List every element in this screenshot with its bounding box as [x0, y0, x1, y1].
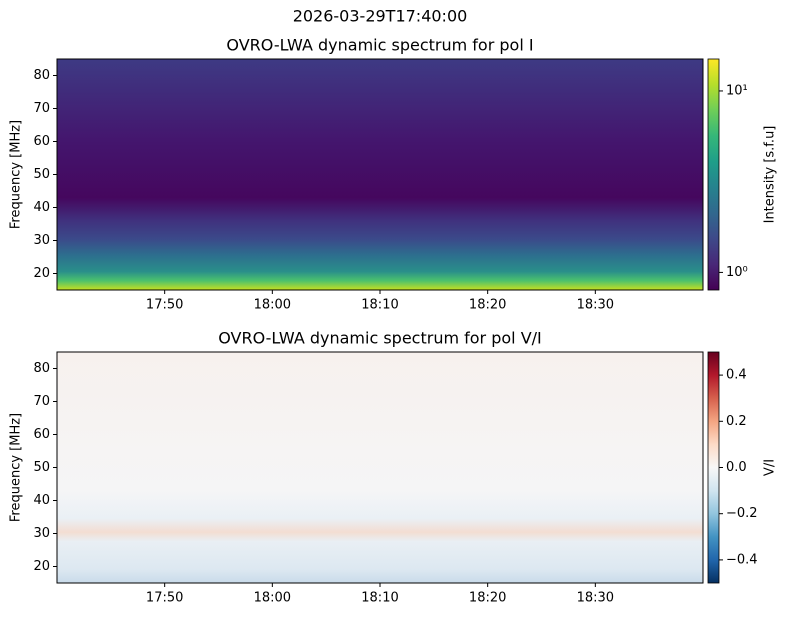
y-tick-label: 30 — [33, 526, 50, 541]
y-tick-label: 50 — [33, 460, 50, 475]
x-tick-label: 18:10 — [361, 591, 398, 606]
figure-title: 2026-03-29T17:40:00 — [293, 7, 468, 26]
y-axis-label: Frequency [MHz] — [9, 413, 24, 522]
y-tick-label: 80 — [33, 68, 50, 83]
x-tick-label: 18:30 — [577, 298, 614, 313]
x-tick-label: 18:30 — [577, 591, 614, 606]
y-tick-label: 70 — [33, 394, 50, 409]
x-tick-label: 17:50 — [146, 591, 183, 606]
heatmap-image — [57, 352, 703, 583]
plot-title: OVRO-LWA dynamic spectrum for pol V/I — [218, 329, 542, 348]
heatmap-image — [57, 59, 703, 290]
y-tick-label: 60 — [33, 427, 50, 442]
x-tick-label: 18:00 — [254, 591, 291, 606]
colorbar-tick-label: −0.2 — [726, 506, 758, 521]
x-tick-label: 17:50 — [146, 298, 183, 313]
y-tick-label: 70 — [33, 101, 50, 116]
y-tick-label: 40 — [33, 493, 50, 508]
plot-title: OVRO-LWA dynamic spectrum for pol I — [226, 36, 533, 55]
y-tick-label: 40 — [33, 200, 50, 215]
x-tick-label: 18:20 — [469, 591, 506, 606]
colorbar-tick-label: 0.4 — [726, 368, 747, 383]
y-tick-label: 20 — [33, 559, 50, 574]
colorbar — [707, 58, 720, 291]
x-tick-label: 18:20 — [469, 298, 506, 313]
y-tick-label: 80 — [33, 361, 50, 376]
colorbar-tick-label: 10¹ — [726, 83, 748, 98]
colorbar — [707, 351, 720, 584]
y-tick-label: 60 — [33, 134, 50, 149]
y-tick-label: 50 — [33, 167, 50, 182]
x-tick-label: 18:10 — [361, 298, 398, 313]
y-tick-label: 30 — [33, 233, 50, 248]
colorbar-tick-label: −0.4 — [726, 552, 758, 567]
colorbar-tick-label: 0.2 — [726, 414, 747, 429]
colorbar-tick-label: 0.0 — [726, 460, 747, 475]
colorbar-tick-label: 10⁰ — [726, 265, 748, 280]
y-tick-label: 20 — [33, 266, 50, 281]
x-tick-label: 18:00 — [254, 298, 291, 313]
colorbar-label: V/I — [763, 459, 778, 476]
colorbar-label: Intensity [s.f.u] — [763, 126, 778, 224]
y-axis-label: Frequency [MHz] — [9, 120, 24, 229]
